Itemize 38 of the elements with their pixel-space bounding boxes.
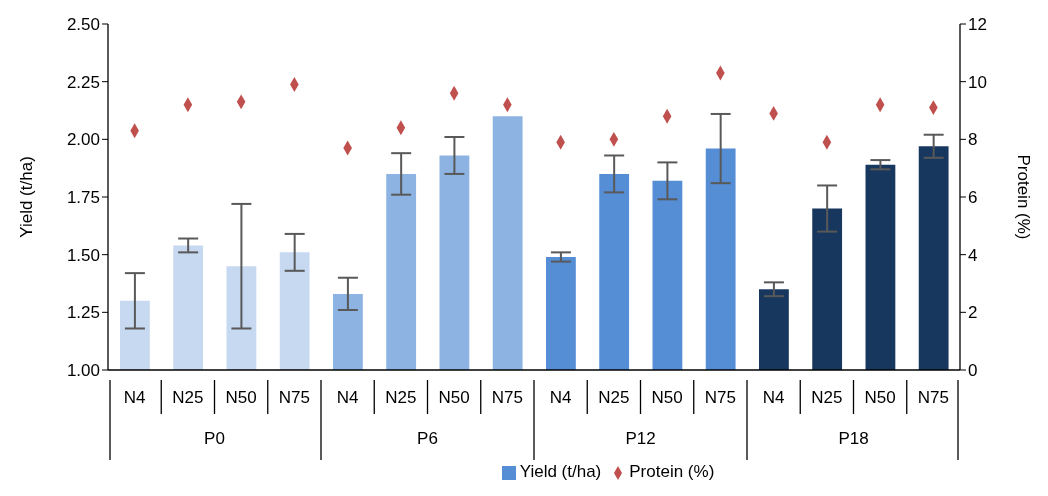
y-tick-label: 1.75	[66, 188, 100, 208]
text: P6	[417, 429, 438, 448]
x-tick-label: N4	[762, 388, 785, 407]
x-tick-label: N25	[598, 388, 630, 407]
text: P12	[625, 429, 656, 448]
x-tick-label: N4	[336, 388, 359, 407]
x-tick-label: N75	[491, 388, 523, 407]
y2-tick-label: 4	[968, 245, 978, 265]
y-tick-label: 2.25	[66, 72, 100, 92]
x-tick-label: N50	[438, 388, 470, 407]
y-axis-title: Yield (t/ha)	[17, 156, 37, 238]
x-tick-label: N50	[225, 388, 257, 407]
x-tick-label: N75	[278, 388, 310, 407]
x-tick-label: N25	[811, 388, 843, 407]
x-tick-label: N75	[917, 388, 949, 407]
y-tick-label: 2.50	[66, 15, 100, 35]
x-tick-label: N25	[172, 388, 204, 407]
x-tick-label: N4	[549, 388, 572, 407]
legend-label: Protein (%)	[629, 462, 715, 481]
x-tick-label: N50	[864, 388, 896, 407]
x-tick-label: N75	[704, 388, 736, 407]
y2-tick-label: 2	[968, 303, 978, 323]
y-tick-label: 2.00	[66, 130, 100, 150]
y2-tick-label: 10	[968, 72, 987, 92]
y-tick-label: 1.00	[66, 361, 100, 381]
y2-tick-label: 6	[968, 188, 978, 208]
x-tick-label: N25	[385, 388, 417, 407]
x-tick-label: N50	[651, 388, 683, 407]
text: P0	[204, 429, 225, 448]
y2-tick-label: 0	[968, 361, 978, 381]
legend-label: Yield (t/ha)	[519, 462, 602, 481]
y-tick-label: 1.25	[66, 303, 100, 323]
text: P18	[838, 429, 869, 448]
y2-tick-label: 12	[968, 15, 987, 35]
x-tick-label: N4	[123, 388, 146, 407]
y2-axis-title: Protein (%)	[1013, 154, 1033, 240]
y2-tick-label: 8	[968, 130, 978, 150]
y-tick-label: 1.50	[66, 245, 100, 265]
